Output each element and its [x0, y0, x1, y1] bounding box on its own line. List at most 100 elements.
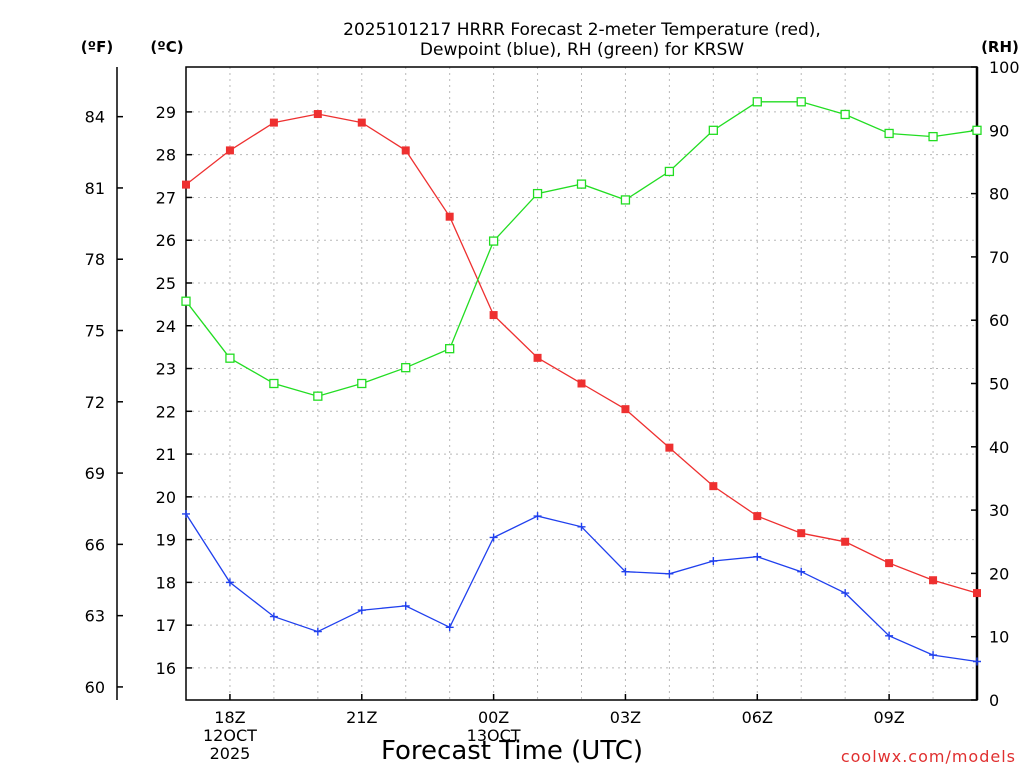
dewpoint-point: [709, 556, 718, 565]
dewpoint-point: [401, 601, 410, 610]
dewpoint-point: [841, 589, 850, 598]
rh-point: [445, 344, 455, 354]
temperature-point: [665, 443, 674, 452]
temperature-point: [753, 512, 762, 521]
temperature-point: [709, 482, 718, 491]
x-axis-label: Forecast Time (UTC): [381, 736, 643, 766]
celsius-tick-label: 18: [156, 573, 176, 592]
data-series: [181, 97, 982, 666]
rh-point: [576, 179, 587, 189]
x-tick-label: 09Z: [873, 708, 904, 727]
celsius-tick-label: 25: [156, 274, 176, 293]
celsius-tick-label: 24: [156, 317, 176, 336]
rh-point: [357, 378, 367, 389]
fahrenheit-tick-label: 75: [85, 322, 105, 341]
dewpoint-point: [753, 552, 762, 561]
temperature-point: [841, 537, 850, 546]
credit-text: coolwx.com/models: [841, 747, 1016, 766]
dewpoint-point: [665, 569, 674, 578]
rh-point: [401, 363, 411, 373]
tick-labels: 16 17 18 19 20 21 22 23 24 25 26 27 28 29 60 63 66 69 72 75…: [85, 58, 1020, 763]
fahrenheit-tick-label: 84: [85, 108, 105, 127]
temperature-point: [489, 311, 498, 320]
chart-title-line-2: Dewpoint (blue), RH (green) for KRSW: [420, 40, 744, 60]
fahrenheit-tick-label: 66: [85, 535, 105, 554]
dewpoint-point: [489, 533, 498, 542]
fahrenheit-tick-label: 72: [85, 393, 105, 412]
rh-point: [269, 378, 279, 389]
fahrenheit-tick-label: 78: [85, 250, 105, 269]
rh-tick-label: 20: [989, 564, 1009, 583]
temperature-point: [357, 118, 366, 127]
celsius-tick-label: 19: [156, 531, 176, 550]
dewpoint-point: [621, 567, 630, 576]
fahrenheit-tick-label: 60: [85, 678, 105, 697]
celsius-tick-label: 22: [156, 402, 176, 421]
temperature-point: [445, 212, 454, 221]
rh-tick-label: 30: [989, 501, 1009, 520]
fahrenheit-tick-label: 69: [85, 464, 105, 483]
celsius-tick-label: 28: [156, 146, 176, 165]
rh-point: [664, 166, 675, 177]
temperature-point: [533, 353, 542, 362]
fahrenheit-tick-label: 63: [85, 607, 105, 626]
rh-point: [796, 97, 806, 107]
rh-tick-label: 0: [989, 691, 999, 710]
rh-tick-label: 70: [989, 248, 1009, 267]
temperature-point: [797, 529, 806, 538]
temperature-point: [313, 110, 322, 119]
fahrenheit-tick-label: 81: [85, 179, 105, 198]
rh-tick-label: 40: [989, 438, 1009, 457]
rh-tick-label: 100: [989, 58, 1020, 77]
fahrenheit-unit-label: (ºF): [81, 38, 113, 56]
celsius-unit-label: (ºC): [150, 38, 183, 56]
temperature-point: [225, 146, 234, 155]
x-tick-date-label: 13OCT: [467, 726, 521, 745]
rh-tick-label: 90: [989, 121, 1009, 140]
celsius-tick-label: 20: [156, 488, 176, 507]
dewpoint-point: [797, 567, 806, 576]
rh-tick-label: 10: [989, 628, 1009, 647]
dewpoint-point: [885, 631, 894, 640]
rh-point: [488, 236, 499, 246]
dewpoint-point: [182, 509, 190, 518]
rh-point: [225, 353, 235, 363]
dewpoint-point: [225, 578, 234, 587]
temperature-point: [182, 180, 190, 189]
rh-point: [972, 125, 982, 135]
celsius-tick-label: 21: [156, 445, 176, 464]
temperature-point: [621, 405, 630, 414]
dewpoint-point: [445, 623, 454, 632]
dewpoint-point: [269, 612, 278, 621]
rh-point: [181, 296, 191, 306]
rh-tick-label: 60: [989, 311, 1009, 330]
rh-point: [313, 391, 323, 401]
celsius-tick-label: 29: [156, 103, 176, 122]
temperature-point: [401, 146, 410, 155]
dewpoint-point: [533, 512, 542, 521]
celsius-tick-label: 17: [156, 616, 176, 635]
x-tick-date-label: 12OCT: [203, 726, 257, 745]
rh-point: [532, 188, 543, 199]
dewpoint-point: [313, 627, 322, 636]
axes: [116, 66, 979, 701]
dewpoint-point: [973, 657, 981, 666]
temperature-point: [577, 379, 586, 388]
rh-point: [620, 195, 631, 205]
rh-point: [840, 109, 850, 120]
x-tick-label: 03Z: [610, 708, 641, 727]
celsius-tick-label: 26: [156, 231, 176, 250]
celsius-tick-label: 23: [156, 360, 176, 379]
temperature-point: [885, 559, 894, 568]
rh-tick-label: 80: [989, 185, 1009, 204]
x-tick-label: 00Z: [478, 708, 509, 727]
temperature-point: [269, 118, 278, 127]
dewpoint-point: [577, 522, 586, 531]
rh-unit-label: (RH): [981, 38, 1019, 56]
x-tick-date-label: 2025: [210, 744, 251, 763]
rh-point: [708, 125, 718, 135]
temperature-point: [973, 589, 981, 598]
x-tick-label: 18Z: [214, 708, 245, 727]
x-tick-label: 06Z: [742, 708, 773, 727]
